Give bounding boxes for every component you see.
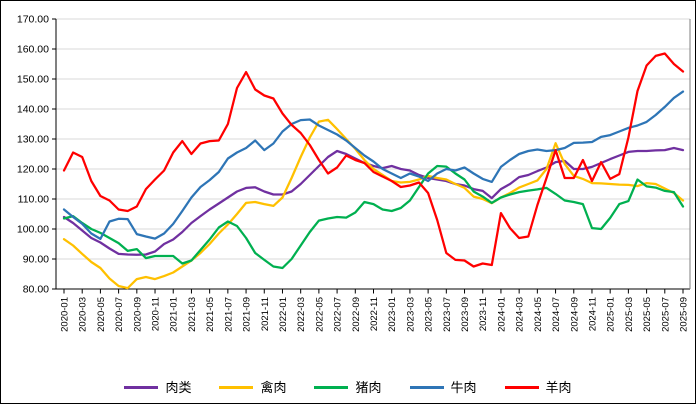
series-line-meat bbox=[62, 146, 685, 256]
legend-swatch-poultry bbox=[219, 386, 254, 389]
x-axis-tick-label: 2020-01 bbox=[60, 297, 71, 332]
series-line-poultry bbox=[62, 118, 685, 290]
series-line-pork bbox=[62, 164, 685, 270]
x-axis-tick-label: 2023-03 bbox=[405, 297, 416, 332]
x-axis-tick-label: 2020-05 bbox=[96, 297, 107, 332]
x-axis-tick-label: 2024-11 bbox=[587, 297, 598, 331]
x-axis-tick-label: 2023-01 bbox=[387, 297, 398, 332]
x-axis-tick-label: 2025-01 bbox=[606, 297, 617, 332]
x-axis-tick-label: 2024-07 bbox=[551, 297, 562, 332]
x-axis-tick-label: 2023-05 bbox=[424, 297, 435, 332]
x-axis-tick-label: 2022-01 bbox=[278, 297, 289, 332]
y-axis-tick-label: 110.00 bbox=[18, 194, 49, 206]
legend-item-poultry: 禽肉 bbox=[219, 381, 286, 394]
y-axis-tick-label: 170.00 bbox=[17, 14, 49, 26]
x-axis-tick-label: 2023-07 bbox=[442, 297, 453, 332]
x-axis-tick-label: 2025-05 bbox=[642, 297, 653, 332]
x-axis-tick-label: 2023-09 bbox=[460, 297, 471, 332]
y-axis-tick-label: 100.00 bbox=[17, 224, 49, 236]
x-axis-tick-label: 2022-11 bbox=[369, 297, 380, 331]
x-axis-tick-label: 2024-01 bbox=[496, 297, 507, 332]
legend-label-mutton: 羊肉 bbox=[545, 380, 572, 395]
series-line-mutton bbox=[62, 52, 685, 268]
x-axis-tick-label: 2024-03 bbox=[515, 297, 526, 332]
legend: 肉类 禽肉 猪肉 牛肉 羊肉 bbox=[1, 381, 695, 394]
x-axis-tick-label: 2021-03 bbox=[187, 297, 198, 332]
y-axis-tick-label: 90.00 bbox=[23, 254, 49, 266]
y-axis-tick-label: 160.00 bbox=[17, 44, 49, 56]
legend-swatch-mutton bbox=[504, 386, 539, 389]
x-axis-tick-label: 2024-05 bbox=[533, 297, 544, 332]
legend-swatch-pork bbox=[314, 386, 349, 389]
legend-label-meat: 肉类 bbox=[165, 380, 192, 395]
legend-item-pork: 猪肉 bbox=[314, 380, 382, 395]
x-axis-tick-label: 2021-09 bbox=[242, 297, 253, 332]
y-axis-tick-label: 150.00 bbox=[17, 74, 49, 86]
y-axis-tick-label: 80.00 bbox=[23, 284, 49, 296]
legend-swatch-meat bbox=[124, 386, 159, 389]
y-axis-tick-label: 120.00 bbox=[17, 164, 49, 176]
x-axis-tick-label: 2022-03 bbox=[296, 297, 307, 332]
legend-label-pork: 猪肉 bbox=[355, 380, 382, 395]
x-axis-tick-label: 2022-09 bbox=[351, 297, 362, 332]
x-axis-tick-label: 2020-07 bbox=[114, 297, 125, 332]
x-axis-tick-label: 2020-09 bbox=[132, 297, 143, 332]
x-axis-tick-label: 2024-09 bbox=[569, 297, 580, 332]
x-axis-tick-label: 2020-11 bbox=[151, 297, 162, 331]
x-axis-tick-label: 2021-01 bbox=[169, 297, 180, 332]
legend-label-poultry: 禽肉 bbox=[260, 380, 287, 395]
x-axis-tick-label: 2020-03 bbox=[78, 297, 89, 332]
legend-item-beef: 牛肉 bbox=[409, 380, 477, 395]
legend-label-beef: 牛肉 bbox=[450, 380, 477, 395]
series-line-beef bbox=[62, 90, 685, 241]
x-axis-tick-label: 2022-05 bbox=[314, 297, 325, 332]
x-axis-tick-label: 2022-07 bbox=[333, 297, 344, 332]
y-axis-tick-label: 140.00 bbox=[17, 104, 49, 116]
legend-item-meat: 肉类 bbox=[124, 381, 191, 394]
x-axis-tick-label: 2021-05 bbox=[205, 297, 216, 332]
x-axis-tick-label: 2023-11 bbox=[478, 297, 489, 331]
legend-swatch-beef bbox=[409, 386, 444, 389]
x-axis-tick-label: 2021-11 bbox=[260, 297, 271, 331]
legend-item-mutton: 羊肉 bbox=[504, 380, 572, 395]
x-axis-tick-label: 2025-03 bbox=[624, 297, 635, 332]
x-axis-tick-label: 2025-07 bbox=[660, 297, 671, 332]
x-axis-tick-label: 2021-07 bbox=[223, 297, 234, 332]
y-axis-tick-label: 130.00 bbox=[17, 134, 49, 146]
x-axis-tick-label: 2025-09 bbox=[679, 297, 690, 332]
